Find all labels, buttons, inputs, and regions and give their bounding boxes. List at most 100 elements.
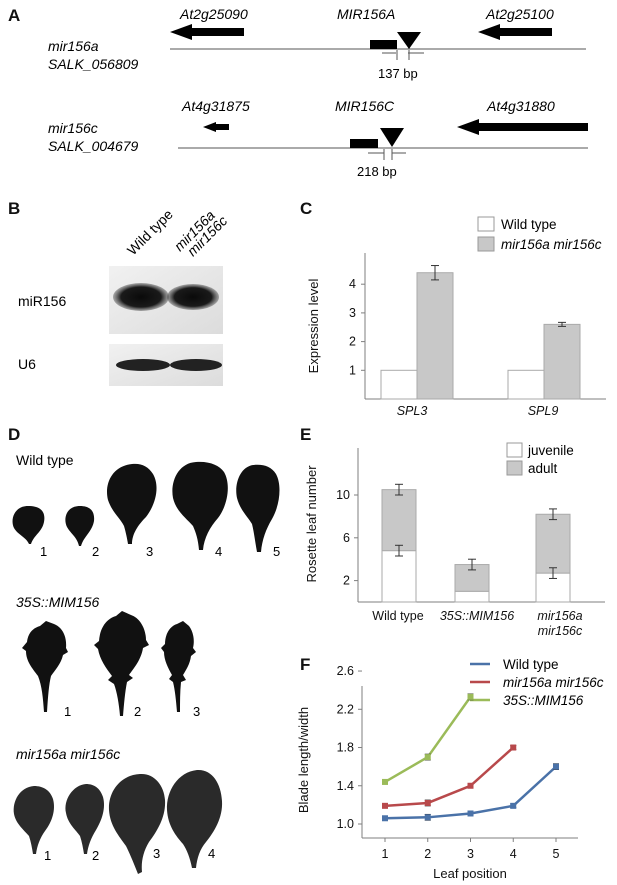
gene-label-at2g25100: At2g25100: [485, 6, 554, 22]
legend-label-wild-type: Wild type: [503, 657, 559, 672]
bar-juvenile-wild-type: [381, 550, 417, 603]
x-tick-label-3: 3: [467, 847, 474, 861]
y-tick-label-6: 6: [343, 531, 350, 545]
legend-swatch-juvenile: [506, 442, 523, 458]
y-axis-label: Rosette leaf number: [304, 465, 319, 583]
bars: [381, 483, 571, 603]
gene-label-mir156a: MIR156A: [337, 6, 395, 22]
panel-d: Wild type 35S::MIM156 mir156a mir156c 1 2…: [12, 452, 280, 874]
gene-label-at4g31880: At4g31880: [486, 98, 555, 114]
panel-label-a: A: [8, 6, 20, 25]
series: [382, 693, 559, 822]
leaf-numbers-35s-mim156: 1 2 3: [64, 704, 200, 719]
category-label-spl3: SPL3: [397, 404, 428, 418]
legend-label-35s-mim156: 35S::MIM156: [503, 693, 584, 708]
gene-label-mir156c: MIR156C: [335, 98, 395, 114]
leaf-row-wild-type: [12, 461, 280, 552]
panel-e: Rosette leaf number Wild type 35S::MIM15…: [304, 442, 605, 638]
category-label-wild-type: Wild type: [372, 609, 423, 623]
gene-label-at4g31875: At4g31875: [181, 98, 250, 114]
blot-label-mir156: miR156: [18, 293, 66, 309]
leaf-number-mir156a-mir156c-2: 2: [92, 848, 99, 863]
point-35s-mim156-2: [424, 754, 431, 761]
leaf-row-35s-mim156: [22, 611, 196, 716]
panel-a: At2g25090 MIR156A At2g25100 mir156a SALK…: [48, 6, 588, 179]
y-axis-label: Expression level: [306, 279, 321, 374]
leaf-mir-1: [13, 786, 55, 854]
t-dna-insertion-marker: [380, 128, 404, 147]
point-wild-type-4: [510, 802, 517, 809]
bar-spl3-wild-type: [380, 369, 418, 400]
legend-label-juvenile: juvenile: [527, 443, 574, 458]
y-tick-label-2-6: 2.6: [337, 664, 354, 678]
y-tick-label-2: 2: [349, 335, 356, 349]
lane-label-wild-type: Wild type: [124, 206, 176, 258]
blot-label-u6: U6: [18, 356, 36, 372]
y-tick-label-1-8: 1.8: [337, 741, 354, 755]
group-title-mir156a-mir156c: mir156a mir156c: [16, 746, 120, 762]
panel-c: Expression level SPL3 SPL9 Wild type mir…: [306, 216, 606, 418]
panel-label-c: C: [300, 199, 312, 218]
point-mir156a-mir156c-3: [467, 782, 474, 789]
point-mir156a-mir156c-1: [382, 802, 388, 809]
legend-label-wild-type: Wild type: [501, 217, 557, 232]
gene-arrow-at2g25100: [478, 24, 552, 40]
leaf-mim-2: [94, 611, 149, 716]
gene-arrow-at2g25090: [170, 24, 244, 40]
legend-label-mir156a-mir156c: mir156a mir156c: [503, 675, 604, 690]
group-title-wild-type: Wild type: [16, 452, 74, 468]
leaf-number-wild-type-4: 4: [215, 544, 222, 559]
bar-juvenile-35s-mim156: [454, 590, 490, 603]
bar-adult-mir156a-mir156c: [535, 513, 571, 574]
point-wild-type-3: [467, 810, 474, 817]
y-tick-label-1-4: 1.4: [337, 779, 354, 793]
leaf-mir-2: [65, 784, 105, 854]
mir156c-gene-box: [350, 139, 378, 148]
y-tick-label-2-2: 2.2: [337, 702, 354, 716]
series-line-35s-mim156: [384, 696, 472, 784]
leaf-wt-2: [65, 506, 95, 546]
leaf-mim-3: [161, 621, 196, 712]
leaf-number-wild-type-3: 3: [146, 544, 153, 559]
y-tick-label-4: 4: [349, 277, 356, 291]
distance-label-218bp: 218 bp: [357, 164, 397, 179]
legend-label-adult: adult: [528, 461, 558, 476]
leaf-number-mir156a-mir156c-1: 1: [44, 848, 51, 863]
category-label-35s-mim156: 35S::MIM156: [440, 609, 514, 623]
group-title-35s-mim156: 35S::MIM156: [16, 594, 99, 610]
x-tick-label-4: 4: [510, 847, 517, 861]
legend-swatch-adult: [506, 460, 523, 476]
leaf-wt-5: [236, 464, 280, 552]
point-wild-type-2: [424, 814, 431, 821]
leaf-row-mir156a-mir156c: [13, 769, 223, 874]
leaf-mir-4: [166, 769, 223, 868]
leaf-number-mir156a-mir156c-3: 3: [153, 846, 160, 861]
y-ticks: 2 6 10: [336, 488, 358, 588]
gene-arrow-at4g31880: [457, 119, 588, 135]
y-tick-label-1-0: 1.0: [337, 817, 354, 831]
y-axis-label: Blade length/width: [296, 707, 311, 813]
bars: [380, 265, 581, 400]
line-allele-salk-056809: SALK_056809: [48, 56, 139, 72]
bar-spl3-mir156a-mir156c: [416, 272, 454, 400]
leaf-number-wild-type-2: 2: [92, 544, 99, 559]
distance-label-137bp: 137 bp: [378, 66, 418, 81]
leaf-wt-4: [172, 461, 228, 550]
leaf-mir-3: [108, 773, 166, 874]
leaf-number-35s-mim156-3: 3: [193, 704, 200, 719]
axis-ticks: 1.0 1.4 1.8 2.2 2.6 1 2 3 4 5: [337, 664, 560, 861]
y-tick-label-3: 3: [349, 306, 356, 320]
x-tick-label-1: 1: [382, 847, 389, 861]
legend-swatch-mir156a-mir156c: [477, 236, 495, 252]
y-tick-label-10: 10: [336, 488, 350, 502]
band-mir156-wild-type: [113, 283, 169, 311]
band-mir156-mutant: [167, 284, 219, 310]
panel-label-e: E: [300, 425, 311, 444]
y-tick-label-1: 1: [349, 363, 356, 377]
band-u6-mutant: [170, 359, 222, 371]
panel-label-b: B: [8, 199, 20, 218]
leaf-number-35s-mim156-2: 2: [134, 704, 141, 719]
leaf-wt-3: [107, 463, 157, 544]
